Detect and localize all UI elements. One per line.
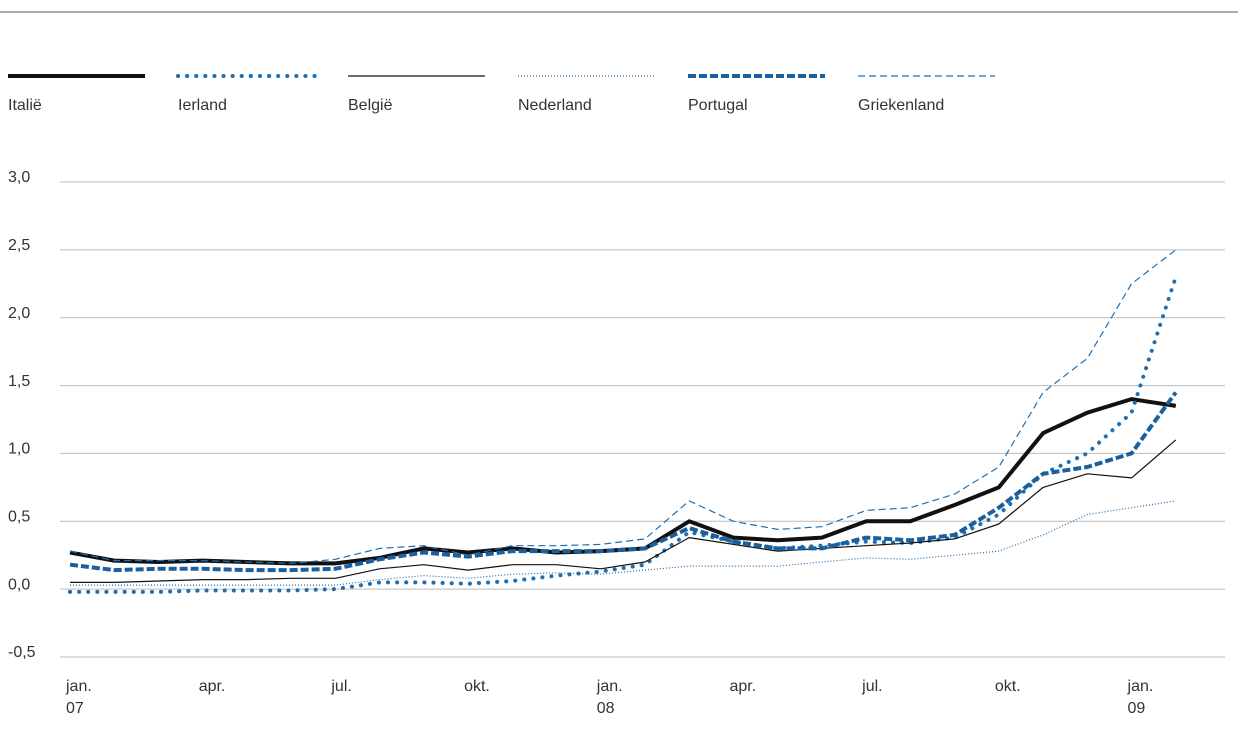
y-tick-label: 1,5: [8, 373, 30, 390]
series-line: [70, 439, 1177, 583]
x-tick-label: jul.: [861, 678, 882, 695]
y-tick-label: -0,5: [8, 644, 36, 661]
series-line: [69, 249, 1177, 564]
x-tick-label: apr.: [199, 678, 226, 695]
series-line: [69, 397, 1177, 566]
y-tick-label: 2,0: [8, 305, 30, 322]
x-tick-label: jan. 07: [65, 678, 92, 717]
legend-label: Portugal: [688, 97, 748, 114]
y-tick-label: 0,0: [8, 576, 30, 593]
legend-label: Griekenland: [858, 97, 944, 114]
legend-label: Ierland: [178, 97, 227, 114]
legend-label: Nederland: [518, 97, 592, 114]
x-tick-label: okt.: [995, 678, 1021, 695]
x-tick-label: okt.: [464, 678, 490, 695]
series-line: [70, 500, 1176, 586]
series-line: [68, 275, 1178, 594]
y-tick-label: 0,5: [8, 509, 30, 526]
x-tick-label: jan. 09: [1127, 678, 1154, 717]
x-tick-label: apr.: [729, 678, 756, 695]
x-tick-label: jul.: [330, 678, 351, 695]
y-tick-label: 1,0: [8, 441, 30, 458]
series-line: [69, 391, 1178, 573]
legend-label: Italië: [8, 97, 42, 114]
y-tick-label: 2,5: [8, 237, 30, 254]
x-tick-label: jan. 08: [596, 678, 623, 717]
legend-label: België: [348, 97, 393, 114]
y-tick-label: 3,0: [8, 169, 30, 186]
